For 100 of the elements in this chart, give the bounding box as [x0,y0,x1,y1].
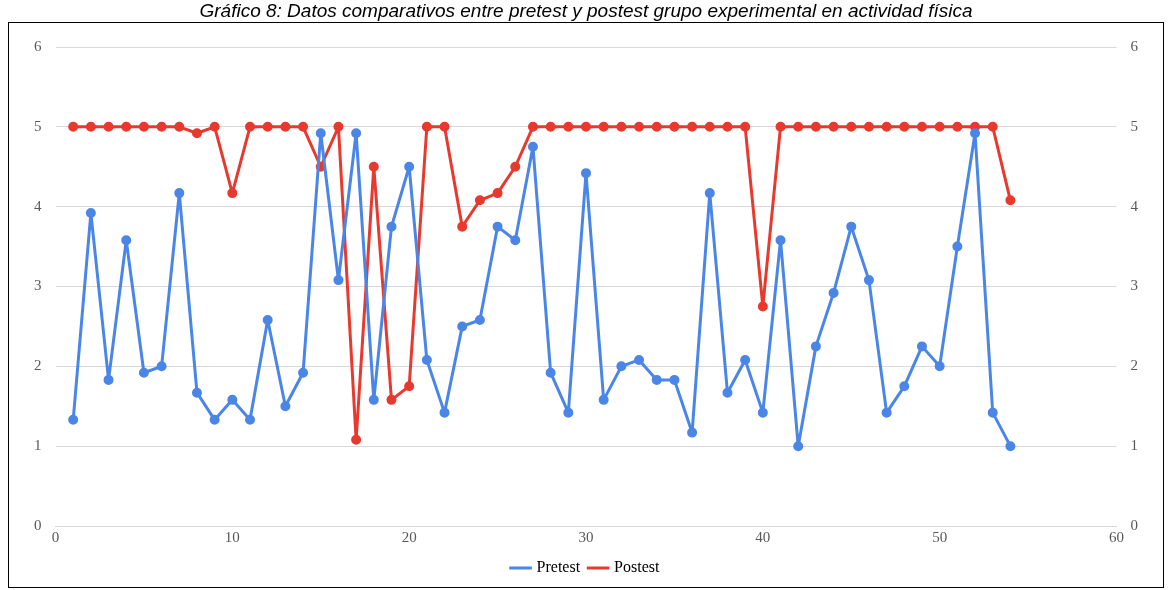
y-tick-label: 1 [34,437,42,454]
point [404,381,415,392]
point [757,407,768,418]
x-tick-label: 50 [932,528,948,545]
point [722,121,733,132]
point [174,121,185,132]
point [828,287,839,298]
x-tick-label: 0 [51,528,60,545]
point [545,367,556,378]
y-tick-label: 6 [34,37,42,54]
point [298,367,309,378]
point [687,121,698,132]
x-tick-label: 40 [755,528,771,545]
point [669,121,680,132]
point [581,168,591,179]
y2-tick-label: 2 [1130,357,1138,374]
point [156,361,167,372]
point [828,121,839,132]
point [740,121,751,132]
point [457,321,468,332]
point [987,121,998,132]
point [775,235,786,246]
point [421,121,432,132]
x-tick-label: 10 [224,528,240,545]
point [386,394,397,405]
point [563,121,574,132]
point [527,141,538,152]
y2-tick-label: 1 [1130,437,1138,454]
x-tick-label: 60 [1109,528,1124,545]
y-tick-label: 3 [34,277,42,294]
point [810,341,821,352]
point [351,128,362,139]
point [581,121,591,132]
point [952,121,963,132]
point [651,121,662,132]
point [85,121,96,132]
legend-label: Postest [614,558,660,576]
y2-tick-label: 0 [1130,516,1138,533]
point [616,361,627,372]
point [740,354,751,365]
point [386,221,397,232]
point [68,121,79,132]
point [121,235,132,246]
point [704,121,715,132]
point [846,221,857,232]
point [368,161,379,172]
point [598,121,609,132]
point [315,128,326,139]
point [916,341,927,352]
point [757,301,768,312]
point [138,367,149,378]
point [722,387,733,398]
point [687,427,698,438]
point [899,121,910,132]
point [881,121,892,132]
point [439,407,450,418]
point [474,315,485,326]
point [934,121,945,132]
point [262,121,273,132]
point [174,188,185,199]
y2-tick-label: 6 [1130,37,1139,54]
point [863,275,874,286]
point [510,235,521,246]
chart-title: Gráfico 8: Datos comparativos entre pretest y postest grupo experimental en actividad física [198,0,974,22]
point [492,188,503,199]
point [156,121,167,132]
point [916,121,927,132]
x-tick-label: 30 [578,528,594,545]
point [68,414,79,425]
point [510,161,521,172]
y2-tick-label: 5 [1130,117,1138,134]
y-tick-label: 2 [34,357,42,374]
point [474,195,485,206]
point [439,121,450,132]
point [846,121,857,132]
point [775,121,786,132]
point [227,188,238,199]
point [634,354,645,365]
point [209,121,220,132]
point [793,441,804,452]
point [421,354,432,365]
point [351,434,362,445]
y2-tick-label: 4 [1130,197,1139,214]
point [704,188,715,199]
y2-tick-label: 3 [1130,277,1138,294]
point [191,128,202,139]
point [245,121,256,132]
point [227,394,238,405]
point [634,121,645,132]
point [987,407,998,418]
y-tick-label: 5 [34,117,42,134]
point [298,121,309,132]
point [881,407,892,418]
point [651,374,662,385]
point [934,361,945,372]
point [793,121,804,132]
point [280,401,291,412]
point [616,121,627,132]
point [545,121,556,132]
point [103,374,114,385]
